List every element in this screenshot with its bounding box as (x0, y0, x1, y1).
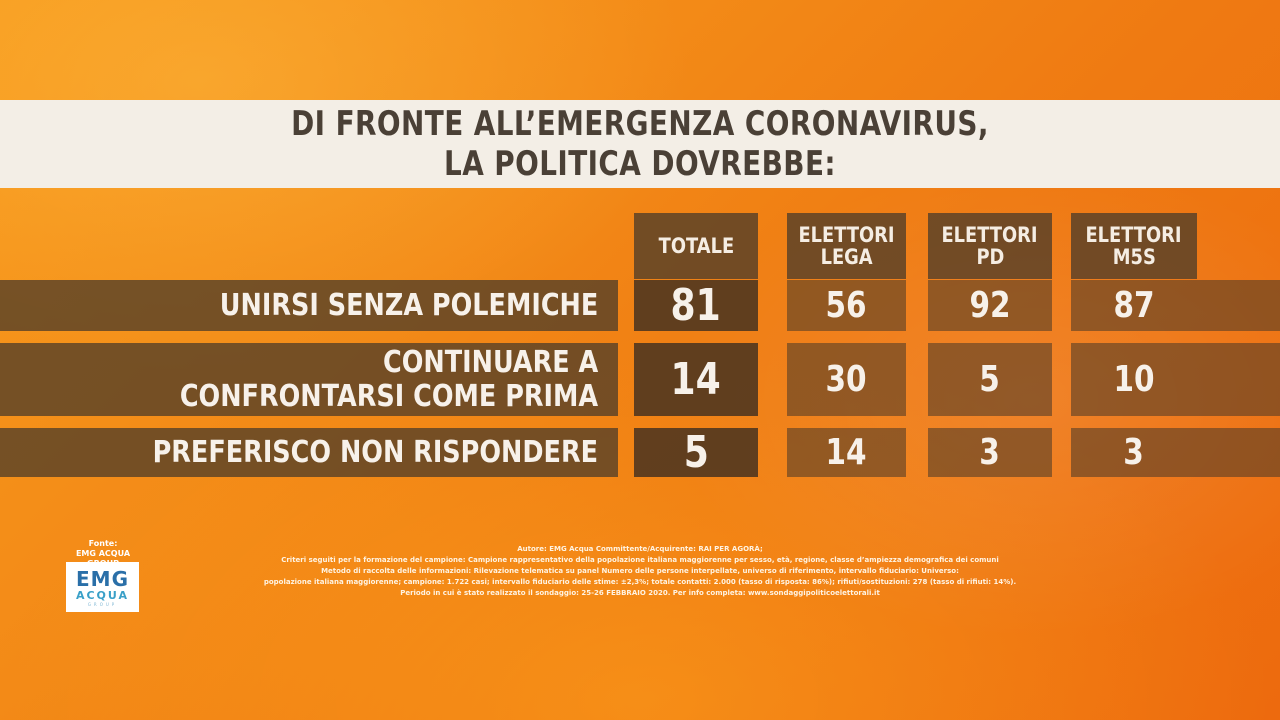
chart-title-line-2: LA POLITICA DOVREBBE: (444, 144, 836, 184)
value-text: 56 (825, 285, 868, 326)
emg-acqua-logo: EMG ACQUA GROUP (66, 562, 139, 612)
value-m5s: 10 (1071, 343, 1197, 416)
chart-title: DI FRONTE ALL’EMERGENZA CORONAVIRUS, LA … (115, 104, 1165, 184)
row-label-line: PREFERISCO NON RISPONDERE (152, 434, 598, 470)
value-pd: 5 (928, 343, 1052, 416)
row-tail-band (1197, 280, 1280, 331)
logo-acqua-text: ACQUA (75, 589, 130, 602)
value-pd: 92 (928, 280, 1052, 331)
cell-background (634, 428, 758, 477)
row-tail-band (1197, 428, 1280, 477)
row-tail-band (1197, 343, 1280, 416)
value-lega: 30 (787, 343, 906, 416)
value-text: 10 (1113, 359, 1155, 400)
value-m5s: 87 (1071, 280, 1197, 331)
value-text: 3 (979, 432, 1001, 473)
value-lega: 56 (787, 280, 906, 331)
methodology-notes: Autore: EMG Acqua Committente/Acquirente… (250, 544, 1030, 599)
cell-background (787, 280, 906, 331)
value-text: 5 (683, 427, 709, 478)
column-header-m5s: ELETTORI M5S (1071, 213, 1197, 279)
column-header-pd: ELETTORI PD (928, 213, 1052, 279)
logo-emg-text: EMG (76, 567, 129, 591)
cell-background (634, 343, 758, 416)
value-text: 30 (825, 359, 868, 400)
row-label-line: CONFRONTARSI COME PRIMA (179, 378, 598, 414)
note-line: Periodo in cui è stato realizzato il son… (400, 589, 880, 597)
note-line: Autore: EMG Acqua Committente/Acquirente… (517, 545, 763, 553)
cell-background (928, 280, 1052, 331)
title-band (0, 100, 1280, 188)
value-pd: 3 (928, 428, 1052, 477)
column-header-line: M5S (1112, 245, 1156, 269)
note-line: popolazione italiana maggiorenne; campio… (263, 578, 1017, 586)
column-header-line: PD (976, 245, 1004, 269)
value-text: 92 (969, 285, 1011, 326)
cell-background (787, 343, 906, 416)
column-header-totale: TOTALE (634, 213, 758, 279)
value-totale: 5 (634, 427, 758, 478)
cell-background (928, 428, 1052, 477)
value-totale: 81 (634, 280, 758, 331)
value-text: 14 (670, 354, 722, 405)
row-band (0, 428, 618, 477)
row-label: UNIRSI SENZA POLEMICHE (0, 280, 598, 331)
column-header-line: ELETTORI (1085, 223, 1183, 247)
column-header-line: LEGA (820, 245, 873, 269)
cell-background (928, 343, 1052, 416)
row-label-line: CONTINUARE A (382, 344, 598, 380)
value-m5s: 3 (1071, 428, 1197, 477)
value-text: 87 (1113, 285, 1155, 326)
value-lega: 14 (787, 428, 906, 477)
cell-background (1071, 280, 1197, 331)
column-header-lega: ELETTORI LEGA (787, 213, 906, 279)
value-text: 3 (1123, 432, 1145, 473)
cell-background (1071, 343, 1197, 416)
source-label-line-1: Fonte: (88, 539, 118, 548)
column-header-line: ELETTORI (941, 223, 1039, 247)
logo-group-text: GROUP (87, 602, 118, 607)
note-line: Metodo di raccolta delle informazioni: R… (321, 567, 959, 575)
row-band (0, 343, 618, 416)
row-band (0, 280, 618, 331)
value-text: 5 (979, 359, 1001, 400)
chart-title-line-1: DI FRONTE ALL’EMERGENZA CORONAVIRUS, (291, 104, 989, 144)
value-totale: 14 (634, 343, 758, 416)
row-label: PREFERISCO NON RISPONDERE (0, 428, 598, 477)
row-label: CONTINUARE A CONFRONTARSI COME PRIMA (0, 343, 598, 416)
value-text: 14 (825, 432, 868, 473)
value-text: 81 (670, 280, 722, 331)
column-header-line: ELETTORI (798, 223, 895, 247)
cell-background (634, 280, 758, 331)
row-label-line: UNIRSI SENZA POLEMICHE (219, 287, 598, 323)
cell-background (1071, 428, 1197, 477)
column-header-line: TOTALE (658, 234, 734, 258)
note-line: Criteri seguiti per la formazione del ca… (281, 556, 999, 564)
cell-background (787, 428, 906, 477)
